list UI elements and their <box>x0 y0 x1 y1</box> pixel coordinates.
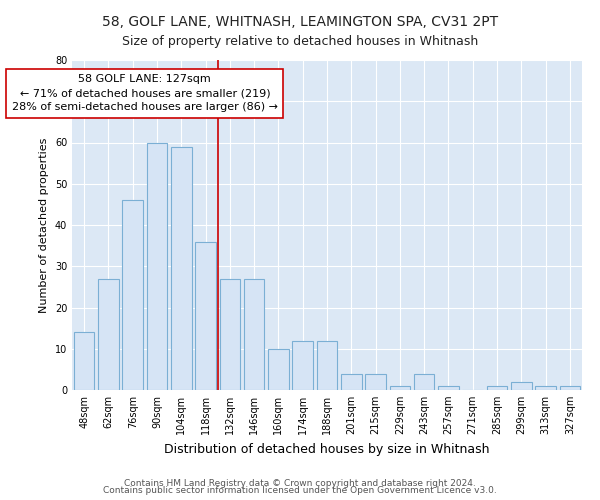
Bar <box>414 374 434 390</box>
Text: 58, GOLF LANE, WHITNASH, LEAMINGTON SPA, CV31 2PT: 58, GOLF LANE, WHITNASH, LEAMINGTON SPA,… <box>102 15 498 29</box>
Bar <box>122 200 143 390</box>
Bar <box>365 374 386 390</box>
Bar <box>292 340 313 390</box>
Bar <box>535 386 556 390</box>
Bar <box>389 386 410 390</box>
Bar <box>171 146 191 390</box>
Bar <box>511 382 532 390</box>
Bar <box>438 386 459 390</box>
Text: Size of property relative to detached houses in Whitnash: Size of property relative to detached ho… <box>122 35 478 48</box>
Bar <box>244 278 265 390</box>
Text: Contains public sector information licensed under the Open Government Licence v3: Contains public sector information licen… <box>103 486 497 495</box>
Bar <box>146 142 167 390</box>
Bar <box>195 242 216 390</box>
X-axis label: Distribution of detached houses by size in Whitnash: Distribution of detached houses by size … <box>164 442 490 456</box>
Text: Contains HM Land Registry data © Crown copyright and database right 2024.: Contains HM Land Registry data © Crown c… <box>124 478 476 488</box>
Bar <box>341 374 362 390</box>
Bar <box>268 349 289 390</box>
Text: 58 GOLF LANE: 127sqm
← 71% of detached houses are smaller (219)
28% of semi-deta: 58 GOLF LANE: 127sqm ← 71% of detached h… <box>12 74 278 112</box>
Bar <box>74 332 94 390</box>
Bar <box>560 386 580 390</box>
Bar <box>487 386 508 390</box>
Bar <box>317 340 337 390</box>
Y-axis label: Number of detached properties: Number of detached properties <box>39 138 49 312</box>
Bar <box>220 278 240 390</box>
Bar <box>98 278 119 390</box>
